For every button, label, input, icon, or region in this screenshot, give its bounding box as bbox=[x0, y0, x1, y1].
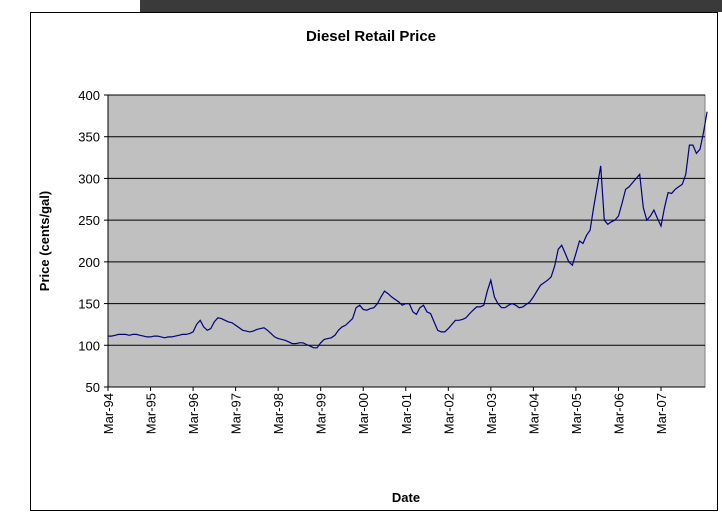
x-tick-label: Mar-06 bbox=[611, 393, 626, 434]
x-tick-label: Mar-97 bbox=[229, 393, 244, 434]
y-tick-label: 100 bbox=[78, 338, 100, 353]
plot-area bbox=[107, 94, 706, 388]
chart-title: Diesel Retail Price bbox=[306, 28, 436, 45]
y-tick-label: 250 bbox=[78, 213, 100, 228]
x-tick-label: Mar-98 bbox=[271, 393, 286, 434]
photo-strip bbox=[140, 0, 722, 12]
price-line bbox=[108, 111, 708, 349]
x-tick-label: Mar-05 bbox=[569, 393, 584, 434]
x-axis-title: Date bbox=[392, 490, 420, 505]
y-tick-label: 350 bbox=[78, 130, 100, 145]
x-tick-label: Mar-04 bbox=[526, 393, 541, 434]
x-tick-label: Mar-03 bbox=[484, 393, 499, 434]
x-tick-label: Mar-95 bbox=[144, 393, 159, 434]
x-tick-label: Mar-02 bbox=[441, 393, 456, 434]
x-tick-label: Mar-07 bbox=[654, 393, 669, 434]
y-tick-label: 400 bbox=[78, 88, 100, 103]
y-tick-label: 50 bbox=[86, 380, 100, 395]
y-tick-label: 150 bbox=[78, 297, 100, 312]
y-tick-label: 300 bbox=[78, 171, 100, 186]
x-tick-label: Mar-99 bbox=[314, 393, 329, 434]
y-tick-label: 200 bbox=[78, 255, 100, 270]
x-tick-label: Mar-94 bbox=[101, 393, 116, 434]
x-tick-label: Mar-00 bbox=[356, 393, 371, 434]
y-axis-title: Price (cents/gal) bbox=[37, 191, 52, 291]
x-tick-label: Mar-01 bbox=[399, 393, 414, 434]
x-tick-label: Mar-96 bbox=[186, 393, 201, 434]
